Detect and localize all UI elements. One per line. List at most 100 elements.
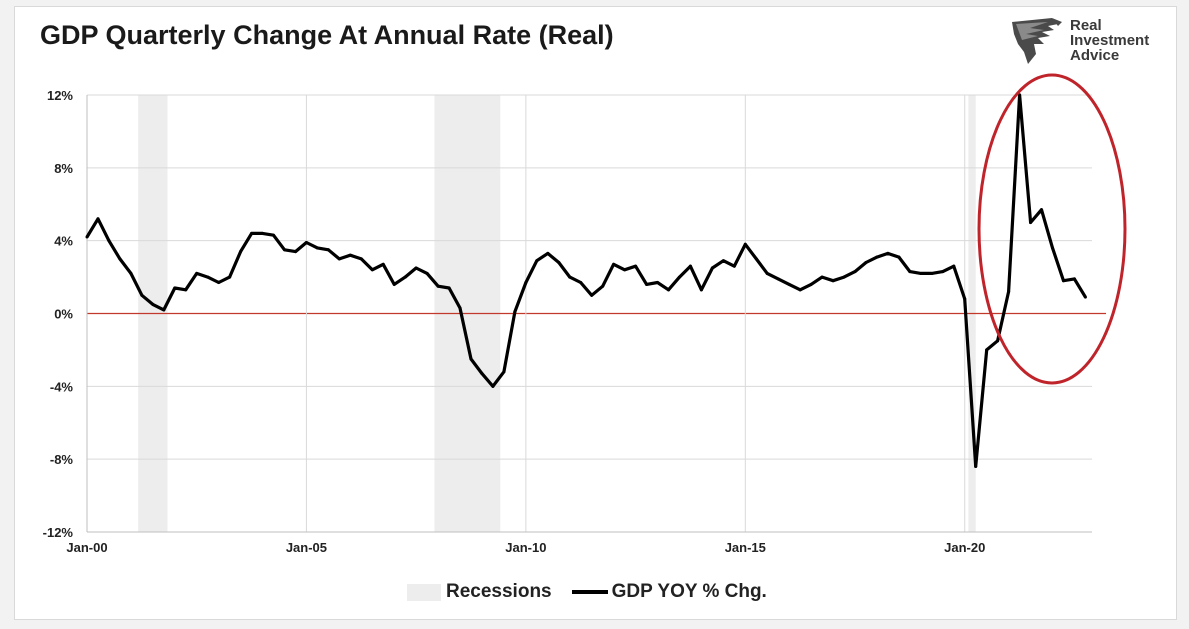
gdp-point bbox=[568, 275, 572, 279]
gdp-point bbox=[579, 281, 583, 285]
gdp-point bbox=[1018, 93, 1022, 97]
gdp-point bbox=[502, 370, 506, 374]
y-tick-label: 0% bbox=[54, 307, 73, 322]
gdp-point bbox=[447, 286, 451, 290]
gdp-point bbox=[985, 348, 989, 352]
y-tick-label: 12% bbox=[47, 88, 73, 103]
gdp-point bbox=[1051, 246, 1055, 250]
x-tick-label: Jan-15 bbox=[725, 540, 766, 555]
gdp-point bbox=[282, 248, 286, 252]
eagle-icon bbox=[1012, 18, 1062, 64]
gdp-point bbox=[908, 270, 912, 274]
gdp-point bbox=[941, 270, 945, 274]
x-tick-label: Jan-00 bbox=[66, 540, 107, 555]
gdp-point bbox=[590, 293, 594, 297]
gdp-point bbox=[1083, 295, 1087, 299]
gdp-point bbox=[96, 217, 100, 221]
gdp-point bbox=[930, 271, 934, 275]
gdp-point bbox=[469, 357, 473, 361]
gdp-point bbox=[688, 264, 692, 268]
gdp-point bbox=[513, 310, 517, 314]
brand-line-2: Investment bbox=[1070, 32, 1150, 49]
gdp-point bbox=[272, 233, 276, 237]
gdp-point bbox=[886, 251, 890, 255]
legend-recession-swatch bbox=[407, 583, 441, 601]
gdp-point bbox=[140, 293, 144, 297]
gdp-point bbox=[710, 266, 714, 270]
gdp-point bbox=[963, 297, 967, 301]
gdp-point bbox=[1061, 279, 1065, 283]
gdp-point bbox=[315, 246, 319, 250]
y-tick-label: -12% bbox=[43, 525, 74, 540]
y-tick-label: 8% bbox=[54, 161, 73, 176]
gdp-point bbox=[1007, 290, 1011, 294]
brand-line-1: Real bbox=[1070, 17, 1102, 34]
gdp-point bbox=[195, 271, 199, 275]
gdp-point bbox=[403, 275, 407, 279]
gdp-point bbox=[326, 248, 330, 252]
gdp-point bbox=[151, 302, 155, 306]
gdp-point bbox=[1072, 277, 1076, 281]
gdp-point bbox=[666, 288, 670, 292]
gdp-point bbox=[612, 262, 616, 266]
chart-title: GDP Quarterly Change At Annual Rate (Rea… bbox=[40, 20, 614, 50]
gdp-point bbox=[601, 284, 605, 288]
legend-recessions-label: Recessions bbox=[446, 581, 552, 602]
gdp-point bbox=[535, 259, 539, 263]
gdp-point bbox=[645, 282, 649, 286]
gdp-point bbox=[1040, 208, 1044, 212]
gdp-point bbox=[831, 279, 835, 283]
gdp-yoy-line bbox=[85, 93, 1087, 468]
gdp-point bbox=[293, 250, 297, 254]
gdp-point bbox=[337, 257, 341, 261]
brand-name: Real Investment Advice bbox=[1070, 18, 1149, 63]
y-tick-label: -4% bbox=[50, 379, 74, 394]
gdp-point bbox=[798, 288, 802, 292]
gdp-point bbox=[359, 257, 363, 261]
gdp-point bbox=[776, 277, 780, 281]
gdp-point bbox=[425, 271, 429, 275]
gdp-point bbox=[85, 235, 89, 239]
gdp-point bbox=[129, 271, 133, 275]
gdp-point bbox=[765, 271, 769, 275]
gdp-point bbox=[228, 275, 232, 279]
x-tick-label: Jan-10 bbox=[505, 540, 546, 555]
gdp-point bbox=[107, 239, 111, 243]
gdp-point bbox=[436, 284, 440, 288]
gdp-point bbox=[787, 282, 791, 286]
y-tick-label: -8% bbox=[50, 452, 74, 467]
gdp-point bbox=[634, 264, 638, 268]
gdp-point bbox=[974, 464, 978, 468]
gdp-point bbox=[842, 275, 846, 279]
gdp-point bbox=[524, 281, 528, 285]
gdp-point bbox=[239, 250, 243, 254]
x-tick-label: Jan-20 bbox=[944, 540, 985, 555]
gdp-point bbox=[875, 255, 879, 259]
x-tick-label: Jan-05 bbox=[286, 540, 327, 555]
y-tick-label: 4% bbox=[54, 234, 73, 249]
gdp-point bbox=[206, 275, 210, 279]
gdp-point bbox=[458, 306, 462, 310]
brand-line-3: Advice bbox=[1070, 47, 1120, 64]
legend-series-line bbox=[571, 590, 608, 594]
gdp-point bbox=[656, 281, 660, 285]
gdp-point bbox=[217, 281, 221, 285]
gdp-point bbox=[677, 275, 681, 279]
gdp-point bbox=[897, 255, 901, 259]
gdp-point bbox=[864, 261, 868, 265]
gdp-point bbox=[261, 231, 265, 235]
gdp-point bbox=[853, 270, 857, 274]
gdp-point bbox=[546, 251, 550, 255]
gdp-point bbox=[557, 261, 561, 265]
gdp-point bbox=[184, 288, 188, 292]
gdp-point bbox=[1029, 220, 1033, 224]
gdp-point bbox=[348, 253, 352, 257]
gdp-point bbox=[162, 308, 166, 312]
gdp-point bbox=[392, 282, 396, 286]
gdp-point bbox=[721, 259, 725, 263]
gdp-point bbox=[480, 372, 484, 376]
gdp-point bbox=[732, 264, 736, 268]
gdp-point bbox=[952, 264, 956, 268]
gdp-point bbox=[919, 271, 923, 275]
